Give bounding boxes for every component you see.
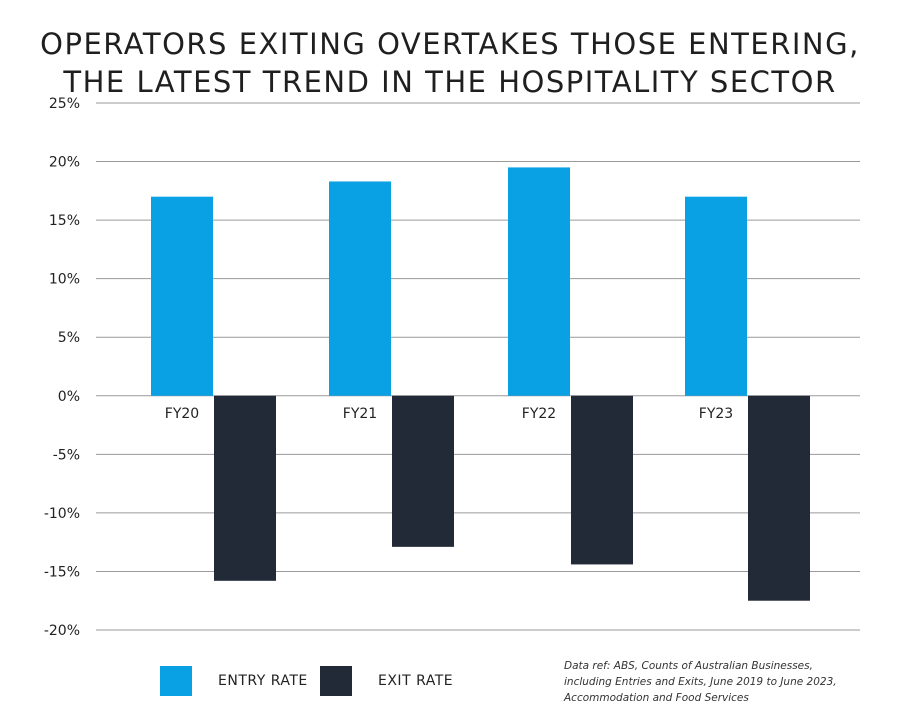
chart-title-line-2: THE LATEST TREND IN THE HOSPITALITY SECT… <box>63 65 837 100</box>
chart-title: OPERATORS EXITING OVERTAKES THOSE ENTERI… <box>0 25 900 101</box>
y-tick-label: -15% <box>44 564 80 580</box>
x-category-label: FY21 <box>343 406 377 422</box>
y-tick-label: 5% <box>58 330 80 346</box>
x-category-label: FY20 <box>165 406 199 422</box>
bar-exit-fy21 <box>392 395 454 547</box>
legend-exit-rate: EXIT RATE <box>320 666 453 696</box>
x-category-label: FY22 <box>522 406 556 422</box>
legend-entry-rate: ENTRY RATE <box>160 666 308 696</box>
y-tick-label: 25% <box>49 96 80 112</box>
bar-chart: 25% 20% 15% 10% 5% 0% -5% -10% -15% -20% FY20 FY21 F… <box>44 96 860 639</box>
legend-swatch-exit <box>320 666 352 696</box>
y-tick-label: -20% <box>44 623 80 639</box>
bar-entry-fy21 <box>329 181 391 396</box>
bar-entry-fy22 <box>508 167 570 396</box>
y-tick-label: -10% <box>44 506 80 522</box>
y-tick-label: 15% <box>49 213 80 229</box>
source-note: Data ref: ABS, Counts of Australian Busi… <box>564 660 837 704</box>
y-tick-label: 0% <box>58 389 80 405</box>
bar-exit-fy22 <box>571 395 633 565</box>
chart-title-line-1: OPERATORS EXITING OVERTAKES THOSE ENTERI… <box>40 27 860 62</box>
bar-exit-fy23 <box>748 395 810 601</box>
y-tick-label: -5% <box>53 447 80 463</box>
bar-exit-fy20 <box>214 395 276 581</box>
bar-entry-fy23 <box>685 196 747 396</box>
legend-label-exit: EXIT RATE <box>378 673 454 689</box>
x-category-label: FY23 <box>699 406 733 422</box>
bar-entry-fy20 <box>151 196 213 396</box>
y-tick-label: 10% <box>49 272 80 288</box>
y-tick-label: 20% <box>49 155 80 171</box>
legend-label-entry: ENTRY RATE <box>218 673 308 689</box>
legend-swatch-entry <box>160 666 192 696</box>
